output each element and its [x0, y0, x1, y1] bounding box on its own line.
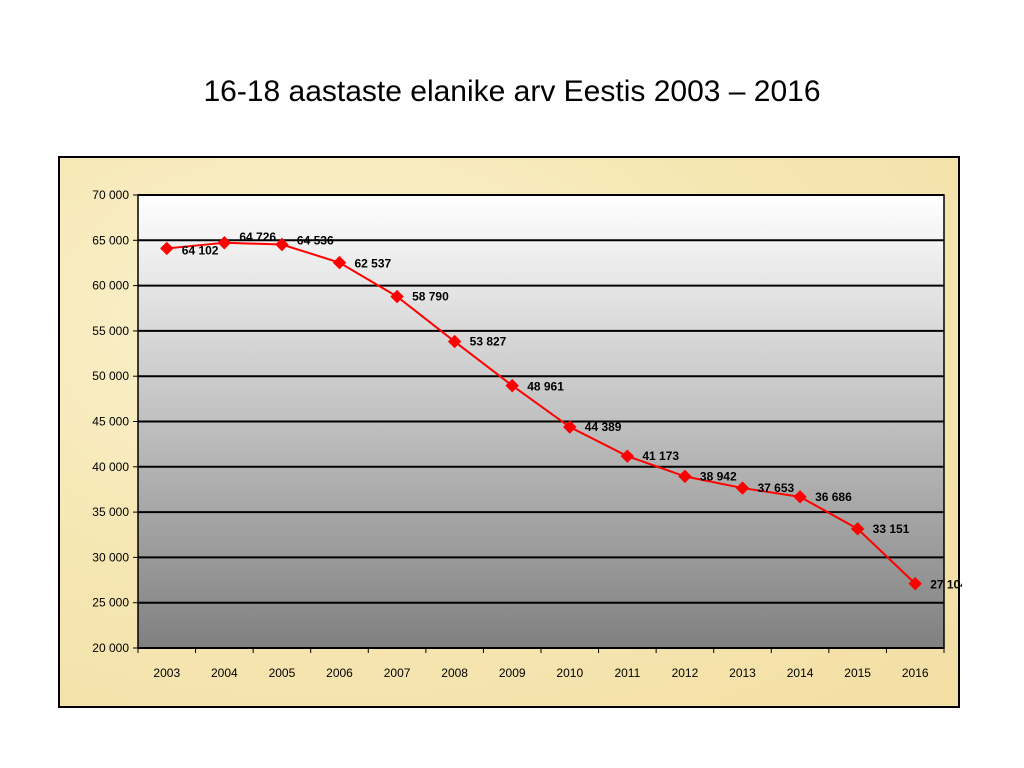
series-line-path: [166, 241, 916, 585]
x-tick-label: 2009: [499, 666, 526, 680]
x-tick-label: 2010: [556, 666, 583, 680]
x-tick-label: 2011: [614, 666, 640, 680]
data-point-marker: [447, 334, 462, 349]
y-tick-label: 70 000: [92, 188, 129, 202]
chart-frame: 20 000 25 000 30 000 35 000 40 000 45 000 50 0…: [58, 156, 962, 708]
x-tick-label: 2012: [672, 666, 699, 680]
y-tick-label: 65 000: [92, 233, 129, 247]
data-label: 64 102: [182, 243, 219, 257]
data-label: 48 961: [527, 380, 564, 394]
slide-title: 16-18 aastaste elanike arv Eestis 2003 –…: [203, 75, 821, 108]
x-axis-tick-labels: 2003 2004 2005 2006 2007 2008 2009 2010 2011 2012…: [153, 666, 928, 680]
data-label: 64 726: [239, 230, 276, 244]
x-tick-label: 2006: [326, 666, 353, 680]
line-chart: 20 000 25 000 30 000 35 000 40 000 45 000 50 0…: [92, 188, 962, 680]
data-label: 41 173: [642, 449, 679, 463]
data-label: 53 827: [470, 335, 507, 349]
x-tick-label: 2014: [787, 666, 814, 680]
data-point-marker: [678, 469, 692, 484]
data-label: 36 686: [815, 490, 852, 504]
data-point-marker: [160, 241, 174, 256]
series-line: [166, 241, 916, 585]
y-tick-label: 30 000: [92, 550, 129, 564]
data-point-marker: [217, 236, 232, 250]
data-point-marker: [793, 490, 807, 504]
data-point-marker: [275, 237, 289, 252]
x-tick-label: 2016: [902, 666, 929, 680]
data-point-marker: [850, 522, 865, 536]
data-label: 58 790: [412, 290, 449, 304]
y-tick-label: 35 000: [92, 505, 129, 519]
y-tick-label: 50 000: [92, 369, 129, 383]
x-tick-label: 2005: [269, 666, 296, 680]
axes: [137, 194, 945, 653]
data-label: 27 104: [930, 578, 962, 592]
x-tick-label: 2008: [441, 666, 468, 680]
x-tick-label: 2007: [384, 666, 411, 680]
data-label: 62 537: [355, 257, 392, 271]
y-tick-label: 20 000: [92, 641, 129, 655]
data-point-marker: [505, 378, 519, 393]
series-markers: [160, 236, 922, 591]
data-label: 44 389: [585, 420, 622, 434]
y-tick-label: 25 000: [92, 596, 129, 610]
x-tick-label: 2013: [729, 666, 756, 680]
y-tick-label: 55 000: [92, 324, 129, 338]
data-label: 33 151: [873, 522, 910, 536]
data-label: 38 942: [700, 469, 737, 483]
x-tick-label: 2015: [844, 666, 871, 680]
data-label: 37 653: [758, 481, 795, 495]
data-point-marker: [735, 481, 750, 495]
y-axis-tick-labels: 20 000 25 000 30 000 35 000 40 000 45 000 50 0…: [92, 188, 129, 655]
data-labels: 64 102 64 726 64 536 62 537 58 790 53 827 48 9…: [182, 230, 962, 592]
x-tick-label: 2003: [153, 666, 180, 680]
data-point-marker: [620, 449, 635, 463]
data-point-marker: [390, 289, 404, 304]
data-point-marker: [908, 576, 922, 591]
y-tick-label: 60 000: [92, 279, 129, 293]
data-point-marker: [332, 255, 347, 270]
data-point-marker: [563, 420, 577, 434]
y-tick-label: 40 000: [92, 460, 129, 474]
data-label: 64 536: [297, 234, 334, 248]
x-tick-label: 2004: [211, 666, 238, 680]
y-tick-label: 45 000: [92, 415, 129, 429]
